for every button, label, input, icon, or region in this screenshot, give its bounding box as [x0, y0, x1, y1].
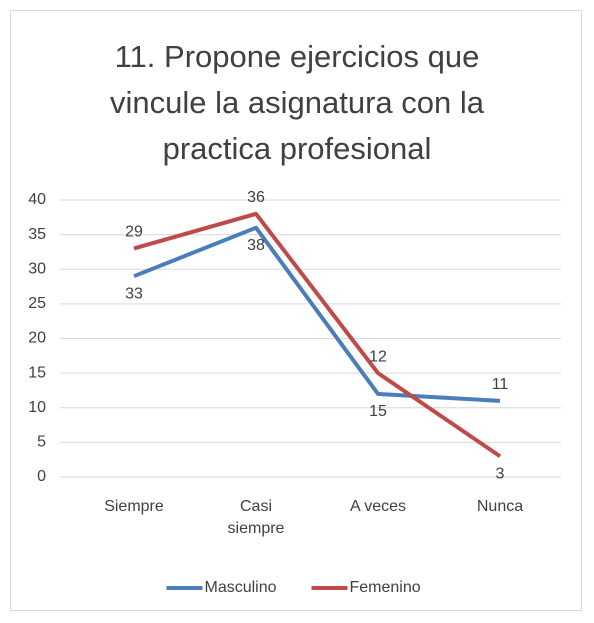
y-tick-label: 30 — [28, 260, 46, 277]
x-tick-label: Siempre — [104, 498, 164, 515]
y-tick-label: 10 — [28, 399, 46, 416]
x-tick-label: Nunca — [476, 498, 524, 515]
y-tick-label: 25 — [28, 295, 46, 312]
legend-label: Femenino — [350, 579, 421, 596]
data-label: 3 — [496, 465, 505, 482]
y-tick-label: 20 — [28, 330, 46, 347]
data-label: 33 — [125, 285, 143, 302]
data-label: 36 — [247, 189, 265, 206]
y-tick-label: 40 — [28, 191, 46, 208]
chart-title: 11. Propone ejercicios que vincule la as… — [110, 39, 484, 166]
data-label: 15 — [369, 403, 387, 420]
legend-label: Masculino — [205, 579, 277, 596]
y-tick-label: 35 — [28, 226, 46, 243]
chart-frame — [10, 10, 582, 611]
line-series — [133, 225, 501, 403]
line-series — [133, 211, 502, 458]
y-tick-label: 0 — [37, 468, 46, 485]
data-label: 11 — [492, 376, 509, 393]
data-label: 29 — [125, 224, 143, 241]
data-label: 38 — [247, 237, 265, 254]
data-label: 12 — [369, 348, 387, 365]
y-tick-label: 15 — [28, 364, 46, 381]
y-tick-label: 5 — [37, 434, 46, 451]
x-tick-label: Casi siempre — [227, 498, 285, 537]
x-tick-label: A veces — [349, 498, 407, 515]
